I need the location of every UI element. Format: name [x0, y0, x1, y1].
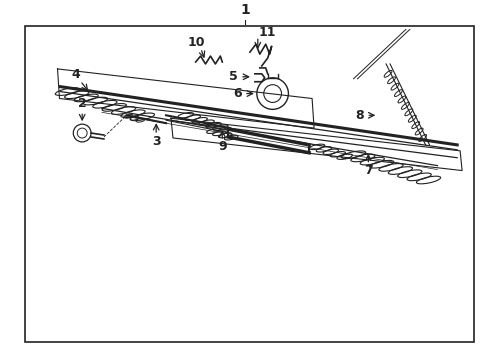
Text: 3: 3: [152, 135, 161, 148]
Text: 4: 4: [72, 68, 81, 81]
Text: 6: 6: [233, 87, 242, 100]
Text: 7: 7: [364, 164, 373, 177]
Bar: [25, 27, 474, 342]
Text: 11: 11: [259, 26, 276, 39]
Text: 8: 8: [355, 109, 364, 122]
Text: 1: 1: [240, 3, 250, 17]
Text: 10: 10: [188, 36, 205, 49]
Text: 5: 5: [229, 70, 238, 83]
Text: 2: 2: [78, 97, 87, 110]
Text: 9: 9: [218, 140, 226, 153]
